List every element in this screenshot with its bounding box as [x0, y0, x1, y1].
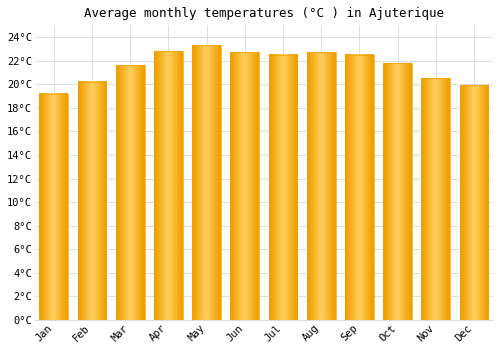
Bar: [460, 85, 488, 320]
Bar: [78, 82, 106, 320]
Bar: [230, 52, 259, 320]
Bar: [192, 45, 221, 320]
Bar: [154, 51, 182, 320]
Bar: [40, 94, 68, 320]
Bar: [383, 63, 412, 320]
Bar: [345, 55, 374, 320]
Bar: [268, 55, 298, 320]
Bar: [116, 65, 144, 320]
Bar: [307, 52, 336, 320]
Bar: [422, 78, 450, 320]
Title: Average monthly temperatures (°C ) in Ajuterique: Average monthly temperatures (°C ) in Aj…: [84, 7, 444, 20]
